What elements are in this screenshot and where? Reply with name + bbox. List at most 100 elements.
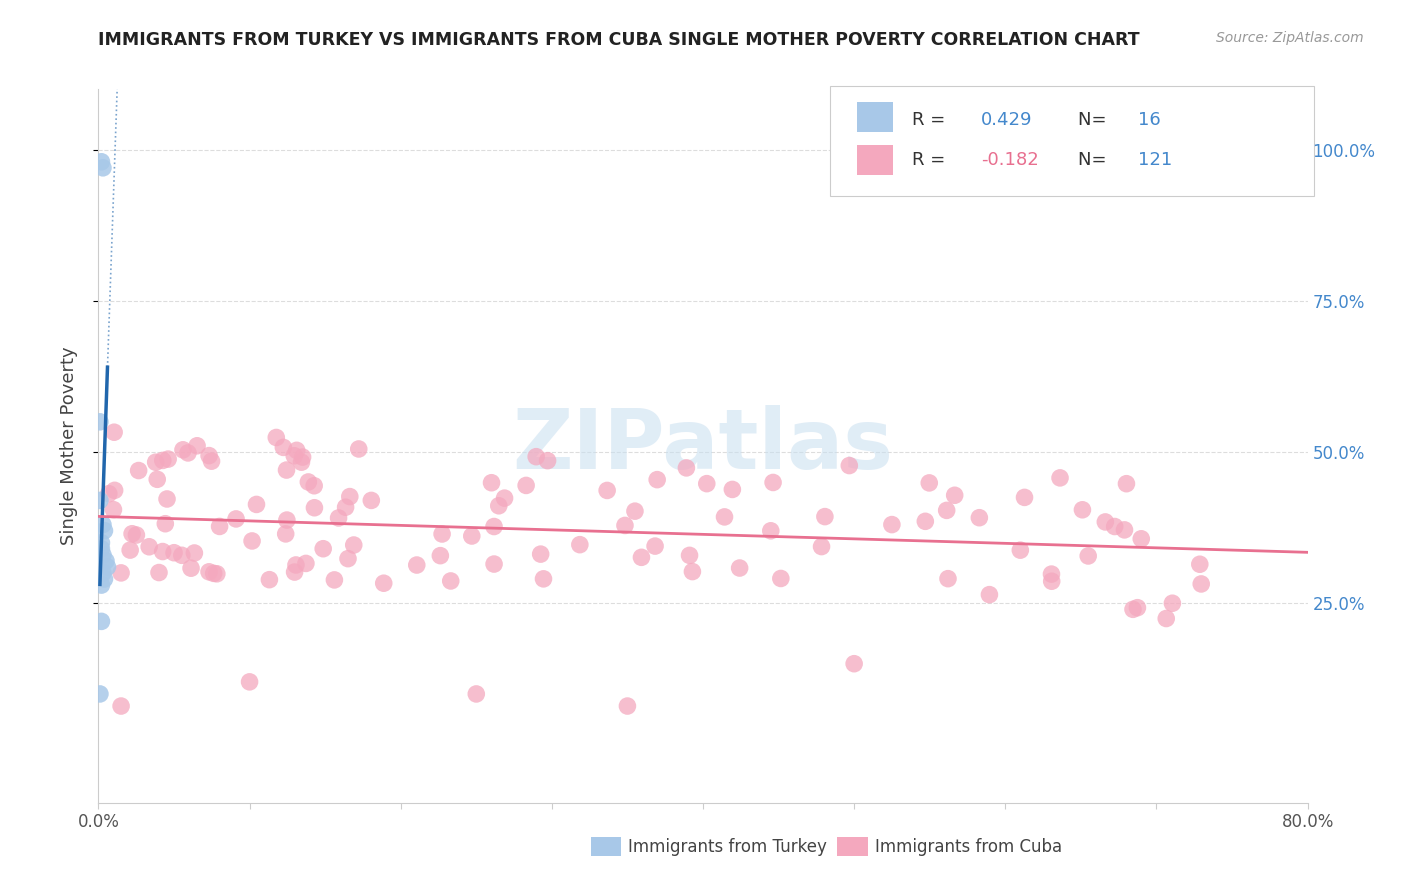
Point — [93, 524, 115, 538]
Point — [128, 464, 150, 478]
Text: Immigrants from Turkey: Immigrants from Turkey — [628, 838, 827, 855]
Text: -0.182: -0.182 — [981, 152, 1039, 169]
Point — [943, 488, 966, 502]
Point — [482, 519, 505, 533]
Text: 121: 121 — [1139, 152, 1173, 169]
Point — [295, 557, 318, 571]
Point — [1114, 523, 1136, 537]
Point — [440, 574, 463, 588]
Text: R =: R = — [912, 152, 952, 169]
Point — [728, 561, 751, 575]
Point — [343, 538, 366, 552]
Point — [1154, 611, 1177, 625]
Point — [156, 491, 179, 506]
Point — [155, 516, 177, 531]
Point — [335, 500, 357, 515]
Point — [198, 449, 221, 463]
Point — [312, 541, 335, 556]
Point — [202, 566, 225, 581]
Point — [979, 588, 1001, 602]
Point — [104, 483, 127, 498]
Point — [285, 443, 308, 458]
Point — [146, 472, 169, 486]
Point — [935, 503, 957, 517]
Point — [103, 425, 125, 440]
Point — [465, 687, 488, 701]
Point — [1040, 574, 1063, 589]
Point — [969, 510, 991, 524]
Point — [145, 455, 167, 469]
Point — [90, 154, 112, 169]
Point — [283, 449, 305, 463]
Point — [515, 478, 537, 492]
Point — [936, 572, 959, 586]
Point — [90, 541, 112, 556]
Point — [429, 549, 451, 563]
Point — [1130, 532, 1153, 546]
Point — [1126, 600, 1149, 615]
Point — [762, 475, 785, 490]
Point — [568, 538, 591, 552]
Point — [1014, 491, 1036, 505]
Point — [488, 499, 510, 513]
Point — [844, 657, 866, 671]
Point — [152, 544, 174, 558]
Point — [120, 543, 142, 558]
Point — [918, 475, 941, 490]
Point — [138, 540, 160, 554]
Point — [152, 453, 174, 467]
Text: Immigrants from Cuba: Immigrants from Cuba — [875, 838, 1062, 855]
Point — [360, 493, 382, 508]
Point — [239, 674, 262, 689]
Point — [90, 535, 112, 549]
Point — [91, 548, 114, 562]
Point — [1122, 602, 1144, 616]
Point — [1188, 558, 1211, 572]
Point — [91, 566, 114, 580]
Point — [225, 512, 247, 526]
Point — [675, 461, 697, 475]
Point — [89, 415, 111, 429]
FancyBboxPatch shape — [830, 86, 1313, 196]
Point — [616, 699, 638, 714]
Point — [273, 441, 295, 455]
Text: R =: R = — [912, 111, 952, 128]
Point — [274, 527, 297, 541]
Point — [200, 454, 222, 468]
Point — [914, 514, 936, 528]
Point — [302, 479, 325, 493]
Point — [90, 615, 112, 629]
Point — [110, 699, 132, 714]
Point — [536, 453, 558, 467]
Text: IMMIGRANTS FROM TURKEY VS IMMIGRANTS FROM CUBA SINGLE MOTHER POVERTY CORRELATION: IMMIGRANTS FROM TURKEY VS IMMIGRANTS FRO… — [98, 31, 1140, 49]
Point — [713, 509, 735, 524]
Point — [430, 527, 453, 541]
Text: N=: N= — [1078, 152, 1112, 169]
Point — [1010, 543, 1032, 558]
Bar — [856, 102, 893, 132]
Point — [266, 430, 288, 444]
Point — [291, 450, 314, 464]
Point — [644, 539, 666, 553]
Point — [284, 565, 307, 579]
Point — [90, 578, 112, 592]
Point — [630, 550, 652, 565]
Point — [810, 540, 832, 554]
Point — [624, 504, 647, 518]
Point — [814, 509, 837, 524]
Point — [1094, 515, 1116, 529]
Point — [93, 572, 115, 586]
Text: ZIPatlas: ZIPatlas — [513, 406, 893, 486]
Point — [157, 452, 180, 467]
Point — [205, 566, 228, 581]
Point — [177, 446, 200, 460]
Point — [323, 573, 346, 587]
Point — [721, 483, 744, 497]
Point — [304, 500, 326, 515]
Point — [96, 560, 118, 574]
Point — [94, 554, 117, 568]
Point — [110, 566, 132, 580]
Point — [1071, 503, 1094, 517]
Point — [290, 455, 312, 469]
Point — [696, 476, 718, 491]
